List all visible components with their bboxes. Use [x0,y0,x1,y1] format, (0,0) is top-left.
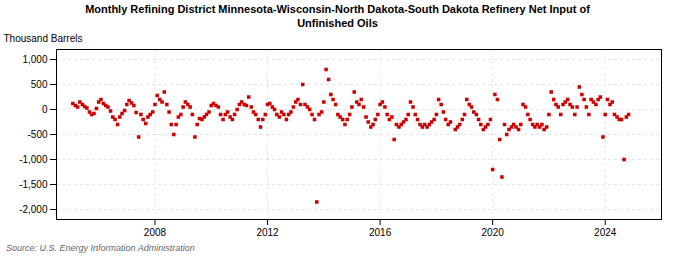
svg-text:0: 0 [42,103,48,114]
html-text:Monthly Refining District Minn: Monthly Refining District Minnesota-Wisc… [85,3,590,29]
html-text:Source: U.S. Energy Informatio: Source: U.S. Energy Information Administ… [6,242,195,253]
svg-text:2024: 2024 [594,226,617,237]
svg-text:-500: -500 [27,128,47,139]
svg-text:1,000: 1,000 [22,53,47,64]
svg-text:-1,000: -1,000 [19,153,48,164]
svg-text:Thousand Barrels: Thousand Barrels [4,32,83,43]
svg-text:-1,500: -1,500 [19,178,48,189]
svg-text:500: 500 [31,78,48,89]
svg-text:2016: 2016 [369,226,392,237]
svg-text:2020: 2020 [482,226,505,237]
svg-text:2008: 2008 [144,226,167,237]
svg-text:2012: 2012 [256,226,279,237]
svg-text:-2,000: -2,000 [19,203,48,214]
